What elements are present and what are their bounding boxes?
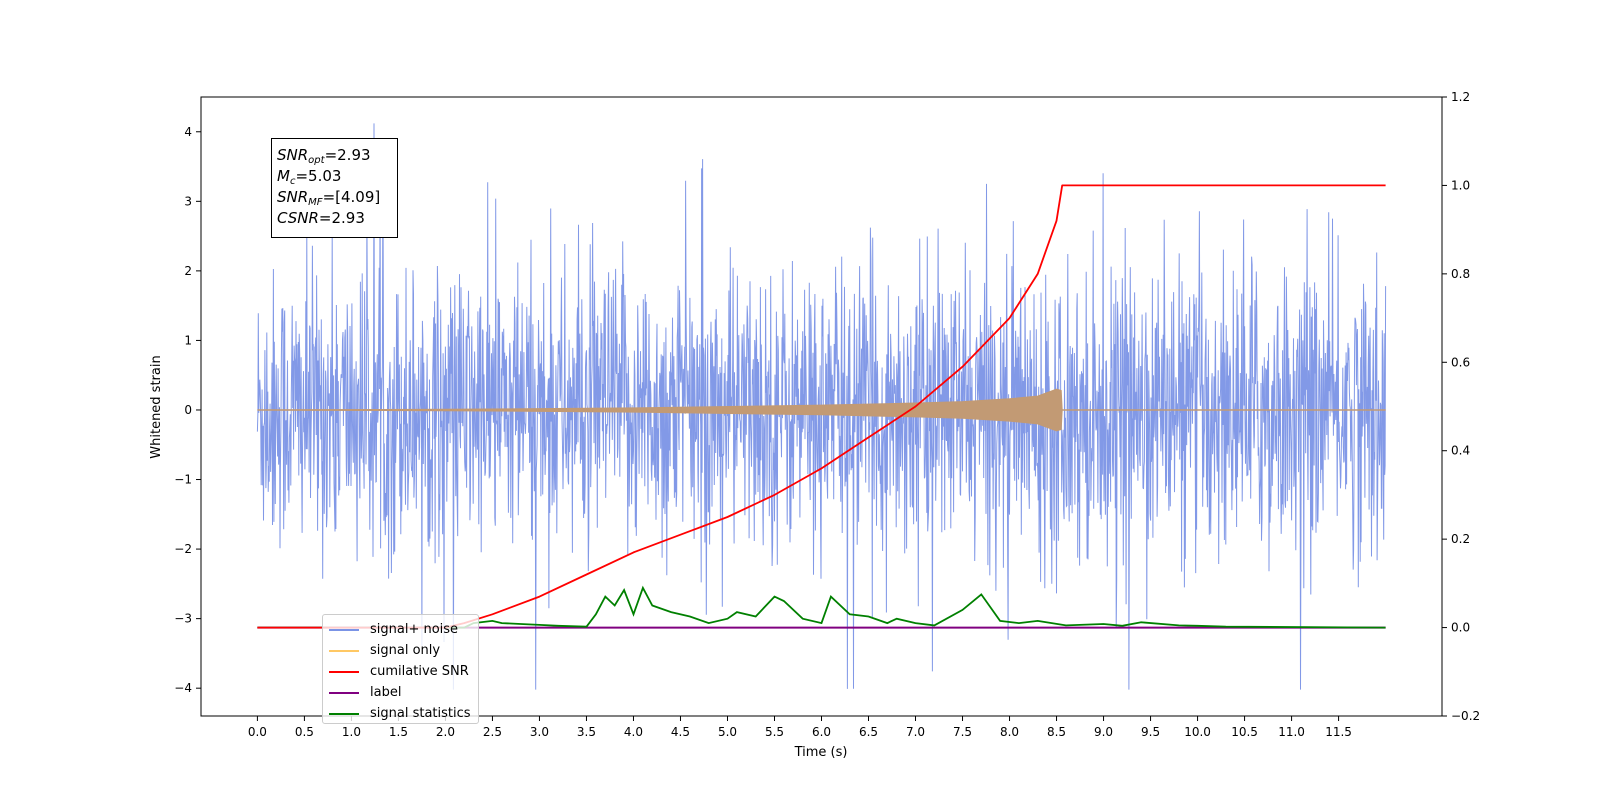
x-tick-label: 5.0 <box>718 725 737 739</box>
y-right-tick-label: 1.0 <box>1451 178 1470 192</box>
x-tick-label: 11.0 <box>1278 725 1305 739</box>
x-tick-label: 9.5 <box>1141 725 1160 739</box>
y-left-tick-label: 3 <box>184 194 192 208</box>
x-tick-label: 11.5 <box>1325 725 1352 739</box>
x-tick-label: 6.0 <box>812 725 831 739</box>
snr-mf-value: [4.09] <box>335 188 381 206</box>
series-signal-statistics-line <box>257 585 1386 629</box>
legend-label-label: label <box>370 685 402 700</box>
legend-item-signal-statistics: signal statistics <box>329 703 478 724</box>
mc-row: Mc=5.03 <box>277 167 342 187</box>
y-left-tick-label: 1 <box>184 333 192 347</box>
chart-legend: signal+ noise signal only cumilative SNR… <box>322 614 479 724</box>
y-right-tick-label: 0.8 <box>1451 267 1470 281</box>
y-left-tick-label: −4 <box>174 681 192 695</box>
x-tick-label: 4.5 <box>671 725 690 739</box>
x-tick-label: 3.0 <box>530 725 549 739</box>
legend-label-cumulative-snr: cumilative SNR <box>370 664 469 679</box>
legend-swatch-signal-statistics <box>329 712 359 715</box>
mc-value: 5.03 <box>308 167 342 185</box>
legend-item-label: label <box>329 682 478 703</box>
y-right-tick-label: 0.2 <box>1451 532 1470 546</box>
y-left-tick-label: −3 <box>174 612 192 626</box>
y-right-tick-label: −0.2 <box>1451 709 1480 723</box>
legend-item-cumulative-snr: cumilative SNR <box>329 661 478 682</box>
series-signal-noise-line <box>256 123 1387 690</box>
y-axis-left: 4 3 2 1 0 −1 −2 −3 −4 <box>174 125 201 695</box>
x-tick-label: 10.0 <box>1184 725 1211 739</box>
x-tick-label: 2.5 <box>483 725 502 739</box>
y-axis-label: Whitened strain <box>149 355 164 458</box>
x-tick-label: 6.5 <box>859 725 878 739</box>
legend-label-signal-only: signal only <box>370 643 441 658</box>
legend-label-signal-statistics: signal statistics <box>370 706 471 721</box>
legend-swatch-cumulative-snr <box>329 670 359 673</box>
x-tick-label: 1.0 <box>342 725 361 739</box>
y-right-tick-label: 0.6 <box>1451 355 1470 369</box>
series-cumulative-snr-line <box>257 184 1386 629</box>
y-left-tick-label: −2 <box>174 542 192 556</box>
y-left-tick-label: 2 <box>184 264 192 278</box>
csnr-row: CSNR=2.93 <box>277 209 365 227</box>
y-left-tick-label: 4 <box>184 125 192 139</box>
legend-item-signal-noise: signal+ noise <box>329 619 478 640</box>
y-right-tick-label: 0.0 <box>1451 621 1470 635</box>
y-left-tick-label: −1 <box>174 473 192 487</box>
snr-opt-row: SNRopt=2.93 <box>277 146 371 166</box>
x-tick-label: 1.5 <box>389 725 408 739</box>
y-axis-right: 1.2 1.0 0.8 0.6 0.4 0.2 0.0 −0.2 <box>1442 90 1480 723</box>
x-tick-label: 3.5 <box>577 725 596 739</box>
x-tick-label: 0.5 <box>295 725 314 739</box>
snr-annotation-box: SNRopt=2.93 Mc=5.03 SNRMF=[4.09] CSNR=2.… <box>271 138 398 238</box>
x-tick-label: 10.5 <box>1231 725 1258 739</box>
y-right-tick-label: 0.4 <box>1451 444 1470 458</box>
series-layer <box>256 123 1387 690</box>
x-tick-label: 2.0 <box>436 725 455 739</box>
snr-opt-value: 2.93 <box>337 146 371 164</box>
x-tick-label: 7.5 <box>953 725 972 739</box>
csnr-value: 2.93 <box>331 209 365 227</box>
legend-swatch-signal-only <box>329 649 359 652</box>
x-tick-label: 0.0 <box>248 725 267 739</box>
x-axis-label: Time (s) <box>794 745 848 760</box>
y-left-tick-label: 0 <box>184 403 192 417</box>
legend-swatch-label <box>329 691 359 694</box>
x-tick-label: 4.0 <box>624 725 643 739</box>
x-tick-label: 5.5 <box>765 725 784 739</box>
legend-swatch-signal-noise <box>329 628 359 631</box>
x-tick-label: 8.0 <box>1000 725 1019 739</box>
x-axis: 0.0 0.5 1.0 1.5 2.0 2.5 3.0 3.5 4.0 4.5 5.0 5.5 6.0 6… <box>248 716 1352 739</box>
x-tick-label: 8.5 <box>1047 725 1066 739</box>
x-tick-label: 7.0 <box>906 725 925 739</box>
legend-item-signal-only: signal only <box>329 640 478 661</box>
legend-label-signal-noise: signal+ noise <box>370 622 459 637</box>
y-right-tick-label: 1.2 <box>1451 90 1470 104</box>
x-tick-label: 9.0 <box>1094 725 1113 739</box>
snr-mf-row: SNRMF=[4.09] <box>277 188 381 208</box>
